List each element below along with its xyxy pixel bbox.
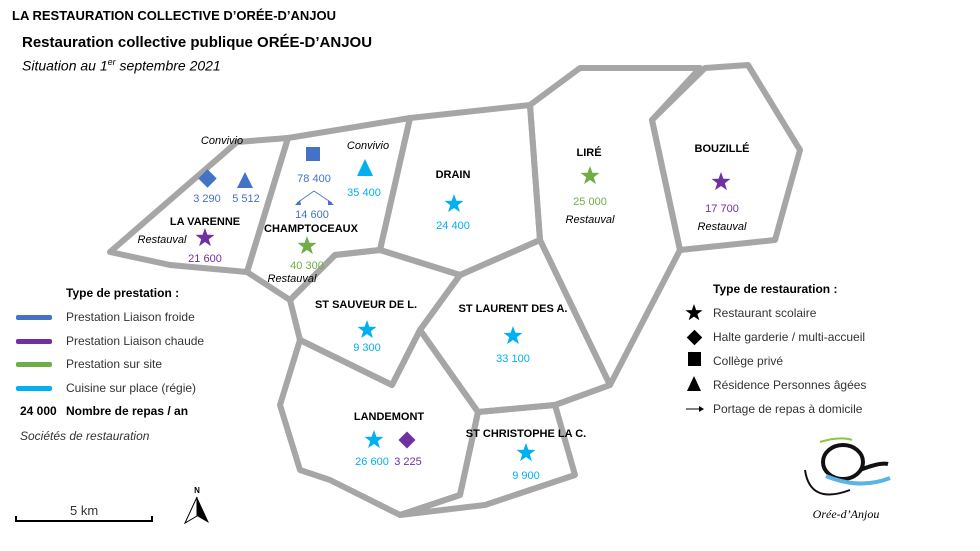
meal-count: 9 900 <box>512 470 540 482</box>
north-label: N <box>194 486 200 495</box>
arrow-head-icon <box>328 200 334 205</box>
legend-item: Cuisine sur place (régie) <box>66 381 197 395</box>
swatch-liaison-froide <box>16 315 52 320</box>
legend-prestation-title: Type de prestation : <box>66 286 180 300</box>
triangle-icon <box>357 159 373 176</box>
company-label: Convivio <box>347 140 389 152</box>
border-st-christophe <box>397 402 578 518</box>
legend-item: Portage de repas à domicile <box>713 402 863 416</box>
star-icon <box>580 166 600 185</box>
legend-item: Halte garderie / multi-accueil <box>713 330 866 344</box>
meal-count: 3 290 <box>193 193 221 205</box>
meal-count: 26 600 <box>355 456 389 468</box>
diamond-icon <box>198 169 217 188</box>
swatch-liaison-chaude <box>16 339 52 344</box>
meal-count: 40 300 <box>290 260 324 272</box>
star-icon <box>685 304 703 321</box>
meal-count: 24 400 <box>436 220 470 232</box>
commune-name: LA VARENNE <box>170 216 240 228</box>
commune-name: LANDEMONT <box>354 411 425 423</box>
arrow-head-icon <box>295 200 301 205</box>
square-icon <box>306 147 320 161</box>
page-header: LA RESTAURATION COLLECTIVE D’ORÉE-D’ANJO… <box>12 8 337 23</box>
meal-count: 25 000 <box>573 196 607 208</box>
legend-count-label: Nombre de repas / an <box>66 404 189 418</box>
legend-restauration-title: Type de restauration : <box>713 282 838 296</box>
meal-count: 21 600 <box>188 253 222 265</box>
north-arrow-icon <box>183 496 209 525</box>
meal-count: 78 400 <box>297 173 331 185</box>
legend-item: Résidence Personnes âgées <box>713 378 867 392</box>
triangle-icon <box>237 172 253 188</box>
map-subtitle: Situation au 1er septembre 2021 <box>22 57 221 74</box>
legend-item: Prestation sur site <box>66 357 163 371</box>
scale-label: 5 km <box>70 503 99 518</box>
subtitle-sup: er <box>107 57 116 67</box>
company-label: Restauval <box>268 273 317 285</box>
legend-item: Collège privé <box>713 354 784 368</box>
swatch-sur-site <box>16 362 52 367</box>
commune-name: ST CHRISTOPHE LA C. <box>466 428 586 440</box>
triangle-icon <box>687 376 701 391</box>
commune-name: CHAMPTOCEAUX <box>264 223 359 235</box>
swatch-cuisine-sur-place <box>16 386 52 391</box>
diamond-icon <box>686 329 703 346</box>
star-icon <box>195 228 215 247</box>
subtitle-text: Situation au 1 <box>22 57 108 74</box>
border-la-varenne <box>107 135 291 275</box>
border-bouzille <box>649 62 803 253</box>
meal-count: 14 600 <box>295 209 329 221</box>
square-icon <box>688 352 701 366</box>
legend-companies: Sociétés de restauration <box>20 429 150 443</box>
meal-count: 33 100 <box>496 353 530 365</box>
arrow-head-icon <box>699 406 704 412</box>
scale-bar <box>15 516 153 522</box>
border-st-laurent <box>417 237 613 415</box>
legend-item: Restaurant scolaire <box>713 306 817 320</box>
commune-name: DRAIN <box>436 169 471 181</box>
company-label: Restauval <box>138 234 187 246</box>
legend-item: Prestation Liaison chaude <box>66 334 205 348</box>
legend-item: Prestation Liaison froide <box>66 310 195 324</box>
star-icon <box>444 194 464 213</box>
meal-count: 35 400 <box>347 187 381 199</box>
meal-count: 9 300 <box>353 342 381 354</box>
star-icon <box>503 326 523 345</box>
diamond-icon <box>398 431 416 449</box>
map-title: Restauration collective publique ORÉE-D’… <box>22 34 373 51</box>
company-label: Restauval <box>566 214 615 226</box>
commune-name: ST LAURENT DES A. <box>459 303 568 315</box>
legend-count-example: 24 000 <box>20 404 57 418</box>
meal-count: 17 700 <box>705 203 739 215</box>
star-icon <box>711 172 731 191</box>
star-icon <box>516 443 536 462</box>
logo-text: Orée-d’Anjou <box>813 507 880 521</box>
star-icon <box>364 430 384 449</box>
commune-borders <box>107 62 803 518</box>
commune-name: LIRÉ <box>576 146 601 159</box>
meal-count: 3 225 <box>394 456 422 468</box>
star-icon <box>357 320 377 339</box>
company-label: Restauval <box>698 221 747 233</box>
subtitle-text-end: septembre 2021 <box>115 57 221 74</box>
company-label: Convivio <box>201 135 243 147</box>
commune-name: ST SAUVEUR DE L. <box>315 299 417 311</box>
star-icon <box>297 236 317 255</box>
portage-arrow-icon <box>296 190 333 204</box>
commune-name: BOUZILLÉ <box>695 142 750 155</box>
oree-danjou-logo <box>804 437 891 496</box>
meal-count: 5 512 <box>232 193 260 205</box>
